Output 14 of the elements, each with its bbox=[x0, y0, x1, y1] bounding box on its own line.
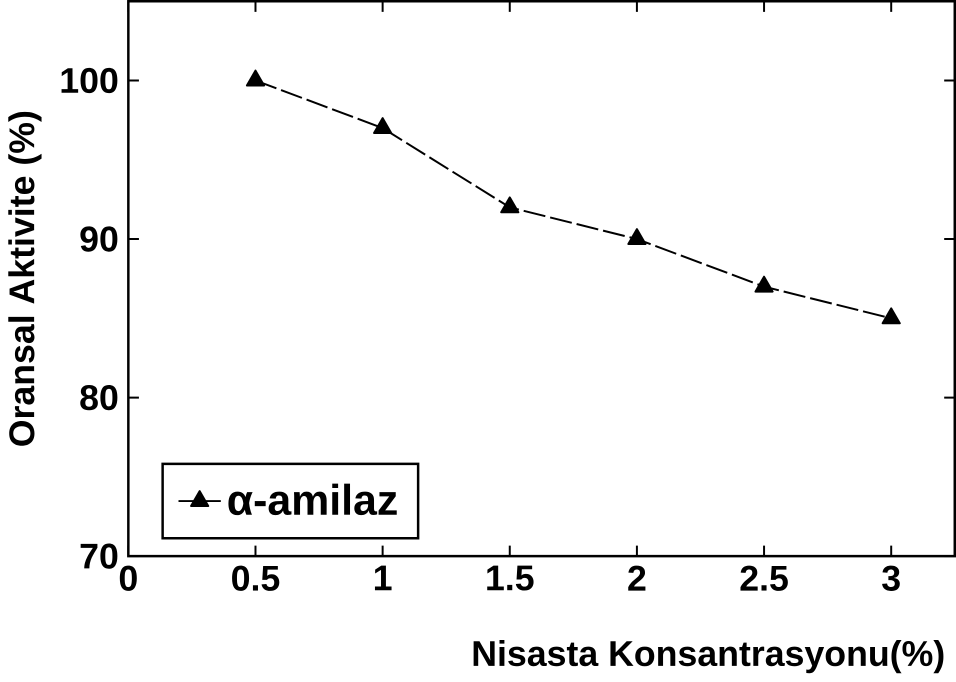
x-tick-label: 1.5 bbox=[487, 566, 534, 591]
y-tick-label: 80 bbox=[80, 385, 118, 410]
y-tick-label: 100 bbox=[62, 68, 118, 94]
x-tick-label: 3 bbox=[882, 566, 900, 592]
y-axis-title: Oransal Aktivite (%) bbox=[8, 112, 42, 446]
x-tick-label: 1 bbox=[374, 566, 392, 590]
legend-label: α-amilaz bbox=[228, 484, 397, 516]
x-tick-label: 2.5 bbox=[740, 566, 788, 592]
y-tick-label: 70 bbox=[80, 544, 118, 570]
x-tick-label: 0 bbox=[120, 566, 137, 592]
x-tick-label: 2 bbox=[628, 566, 646, 591]
y-tick-label: 90 bbox=[80, 226, 118, 252]
x-tick-label: 0.5 bbox=[232, 566, 280, 592]
x-axis-title: Nisasta Konsantrasyonu(%) bbox=[474, 640, 944, 674]
